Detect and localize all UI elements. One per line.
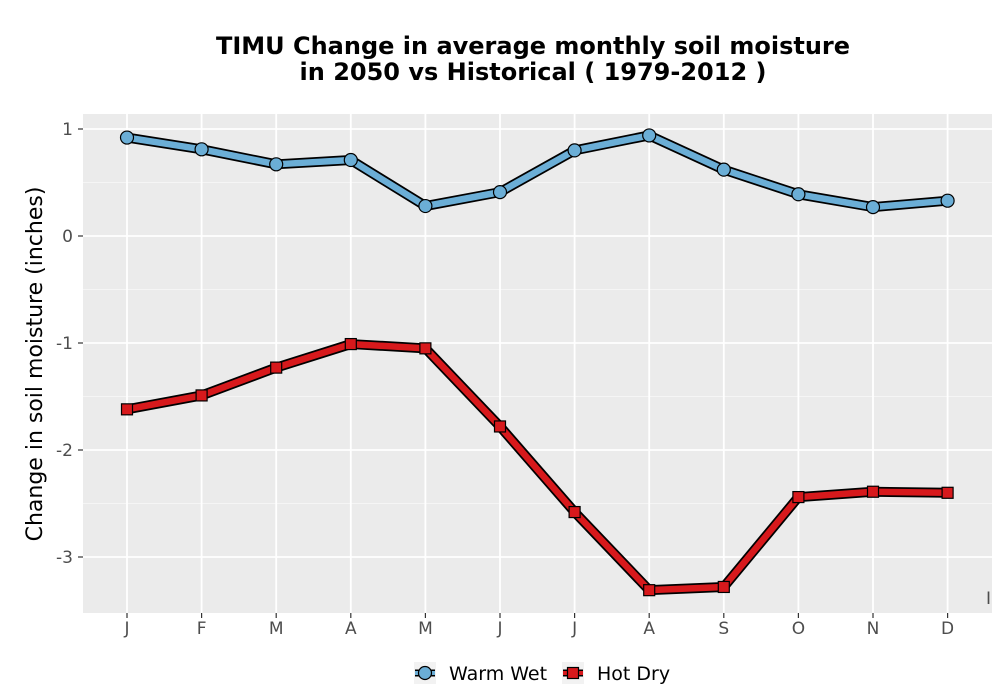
chart-title-line-1: TIMU Change in average monthly soil mois… xyxy=(216,32,850,60)
legend-key-marker xyxy=(417,665,433,681)
data-point xyxy=(642,128,657,143)
y-tick-label: -2 xyxy=(56,441,73,461)
stray-edge-label: I xyxy=(986,589,991,609)
data-point xyxy=(792,490,805,504)
data-point xyxy=(195,389,208,402)
data-point xyxy=(717,580,730,594)
legend: Warm Wet Hot Dry xyxy=(414,662,670,685)
y-axis-ticks: 1 0 -1 -2 -3 xyxy=(56,120,83,568)
data-point xyxy=(643,584,656,597)
data-point xyxy=(344,337,357,351)
x-tick-label: M xyxy=(418,619,433,639)
y-tick-label: -3 xyxy=(56,548,73,568)
data-point xyxy=(716,162,731,177)
data-point xyxy=(791,187,806,202)
data-point xyxy=(343,152,358,168)
series-line xyxy=(123,132,951,211)
x-tick-label: O xyxy=(792,619,805,639)
data-point xyxy=(865,200,881,215)
data-point xyxy=(419,342,432,355)
x-tick-label: N xyxy=(867,619,880,639)
y-axis-title: Change in soil moisture (inches) xyxy=(23,187,48,542)
chart-title-line-2: in 2050 vs Historical ( 1979-2012 ) xyxy=(300,58,767,86)
series-layer xyxy=(119,128,955,597)
x-tick-label: A xyxy=(643,619,655,639)
data-point xyxy=(940,193,955,208)
data-point xyxy=(120,403,134,416)
series-line xyxy=(123,340,951,594)
data-point xyxy=(493,420,507,433)
grid-lines xyxy=(83,114,992,613)
y-tick-label: 1 xyxy=(62,120,73,140)
data-point xyxy=(941,486,954,499)
data-point xyxy=(492,185,508,200)
data-point xyxy=(866,485,880,498)
data-point xyxy=(194,142,209,157)
data-point xyxy=(568,505,581,519)
legend-key-marker xyxy=(566,666,580,680)
x-tick-label: A xyxy=(345,619,357,639)
y-tick-label: -1 xyxy=(56,334,73,354)
x-tick-label: D xyxy=(941,619,954,639)
legend-label: Hot Dry xyxy=(597,663,670,685)
x-tick-label: J xyxy=(496,619,502,639)
x-tick-label: S xyxy=(718,619,729,639)
data-point xyxy=(119,130,135,145)
x-tick-label: M xyxy=(269,619,284,639)
y-tick-label: 0 xyxy=(62,227,73,247)
data-point xyxy=(269,157,284,172)
x-tick-label: J xyxy=(123,619,129,639)
data-point xyxy=(418,198,433,214)
data-point xyxy=(567,143,582,158)
x-tick-label: F xyxy=(197,619,207,639)
data-point xyxy=(270,361,283,374)
x-tick-label: J xyxy=(571,619,577,639)
plot-panel xyxy=(83,114,992,613)
legend-label: Warm Wet xyxy=(449,663,547,685)
